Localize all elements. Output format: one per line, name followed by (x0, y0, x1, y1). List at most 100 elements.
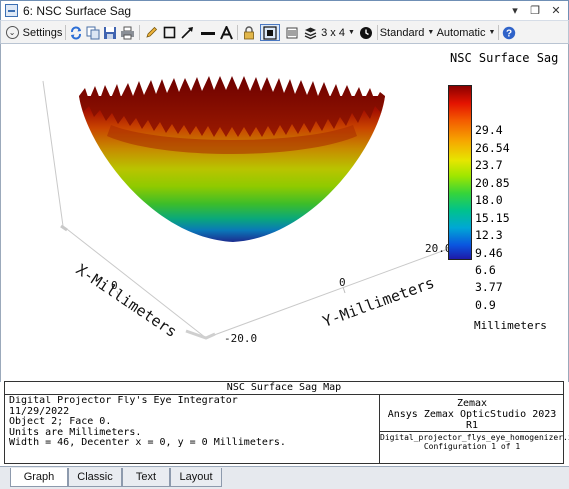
info-product-block: Zemax Ansys Zemax OpticStudio 2023 R1 (380, 396, 564, 432)
refresh-icon (71, 26, 81, 39)
toolbar-separator (377, 25, 378, 40)
sag-surface-body (79, 96, 385, 242)
line-button[interactable] (199, 24, 217, 41)
toolbar-separator (139, 25, 140, 40)
layers-button[interactable] (284, 24, 300, 41)
info-line: Object 2; Face 0. (9, 416, 112, 427)
standard-caret-icon: ▼ (427, 29, 435, 36)
layers-icon (286, 27, 298, 38)
colorbar-tick: 15.15 (475, 211, 510, 225)
colorbar-tick: 0.9 (475, 298, 496, 312)
svg-text:?: ? (506, 28, 512, 39)
info-divider (379, 395, 380, 464)
colorbar-units-label: Millimeters (474, 319, 547, 332)
info-line: Width = 46, Decenter x = 0, y = 0 Millim… (9, 437, 286, 448)
tab-classic[interactable]: Classic (68, 468, 122, 487)
info-company: Zemax (456, 398, 488, 409)
help-icon: ? (502, 26, 516, 39)
close-button[interactable]: ✕ (551, 5, 561, 17)
automatic-dropdown[interactable]: Automatic ▼ (436, 24, 496, 41)
text-icon (220, 25, 233, 39)
fit-button[interactable] (260, 24, 280, 41)
colorbar-tick: 12.3 (475, 228, 503, 242)
window-app-icon (5, 4, 18, 17)
info-divider (380, 431, 564, 432)
tab-text[interactable]: Text (122, 468, 170, 487)
info-file: Digital_projector_flys_eye_homogenizer.z… (380, 433, 569, 442)
x-tick-label: -20.0 (224, 332, 257, 345)
surface-sag-plot: X-Millimeters Y-Millimeters 0 -20.0 0 20… (42, 76, 457, 345)
x-axis-label: X-Millimeters (73, 260, 180, 341)
standard-dropdown[interactable]: Standard ▼ (379, 24, 435, 41)
legend-title: NSC Surface Sag (450, 51, 559, 65)
colorbar-tick: 3.77 (475, 280, 503, 294)
copy-button[interactable] (85, 24, 101, 41)
axis-corner-mark (185, 329, 216, 340)
print-icon (121, 26, 134, 39)
info-panel: NSC Surface Sag Map Digital Projector Fl… (4, 381, 569, 464)
standard-label: Standard (379, 26, 425, 39)
axis-tick-mark (116, 286, 346, 298)
layout-label: 3 x 4 (321, 26, 345, 39)
save-button[interactable] (102, 24, 118, 41)
help-button[interactable]: ? (501, 24, 517, 41)
settings-chevron-icon: ⌄ (5, 26, 19, 39)
info-line: 11/29/2022 (9, 405, 70, 417)
toolbar-separator (237, 25, 238, 40)
window-menu-button[interactable]: ▾ (512, 5, 518, 17)
arrow-icon (181, 26, 193, 39)
colorbar-tick: 6.6 (475, 263, 496, 277)
y-tick-label: 20.0 (425, 242, 452, 255)
axis-corner-mark (60, 224, 68, 232)
clock-button[interactable] (358, 24, 374, 41)
info-description: Digital Projector Fly's Eye Integrator 11… (9, 396, 377, 464)
x-tick-label: 0 (111, 279, 118, 292)
lock-icon (243, 25, 254, 39)
draw-button[interactable] (144, 24, 159, 41)
view-tabs: Graph Classic Text Layout (0, 466, 569, 489)
colorbar-tick: 20.85 (475, 176, 510, 190)
stack-button[interactable] (303, 24, 317, 41)
y-axis-line (205, 245, 457, 339)
lock-button[interactable] (241, 24, 256, 41)
line-icon (201, 31, 215, 35)
tab-graph[interactable]: Graph (10, 468, 68, 487)
toolbar: ⌄ Settings (0, 20, 569, 44)
y-axis-label: Y-Millimeters (320, 274, 436, 331)
refresh-button[interactable] (68, 24, 84, 41)
toolbar-separator (498, 25, 499, 40)
info-title: NSC Surface Sag Map (5, 382, 563, 395)
copy-icon (86, 26, 100, 39)
info-configuration: Configuration 1 of 1 (423, 442, 521, 451)
colorbar-tick: 26.54 (475, 141, 510, 155)
automatic-label: Automatic (436, 26, 486, 39)
toolbar-separator (65, 25, 66, 40)
clock-icon (360, 26, 372, 39)
text-button[interactable] (219, 24, 234, 41)
colorbar (448, 85, 472, 260)
restore-button[interactable]: ❐ (530, 5, 540, 17)
info-line: Units are Millimeters. (9, 426, 142, 438)
colorbar-tick: 18.0 (475, 193, 503, 207)
print-button[interactable] (119, 24, 136, 41)
y-tick-label: 0 (339, 276, 346, 289)
fit-icon (263, 25, 277, 40)
title-bar: 6: NSC Surface Sag ▾ ❐ ✕ (0, 0, 569, 20)
info-file-block: Digital_projector_flys_eye_homogenizer.z… (380, 433, 569, 451)
colorbar-tick: 9.46 (475, 246, 503, 260)
tab-layout[interactable]: Layout (170, 468, 222, 487)
sag-surface-rim (79, 76, 385, 137)
colorbar-tick: 23.7 (475, 158, 503, 172)
rectangle-button[interactable] (162, 24, 177, 41)
arrow-button[interactable] (179, 24, 196, 41)
graph-area: X-Millimeters Y-Millimeters 0 -20.0 0 20… (0, 44, 569, 382)
layout-dropdown[interactable]: 3 x 4 ▼ (320, 24, 356, 41)
rectangle-icon (163, 26, 176, 39)
stack-icon (304, 27, 316, 39)
settings-label: Settings (22, 26, 63, 39)
settings-button[interactable]: ⌄ Settings (5, 24, 63, 41)
colorbar-tick: 29.4 (475, 123, 503, 137)
layout-caret-icon: ▼ (347, 29, 355, 36)
info-product: Ansys Zemax OpticStudio 2023 R1 (387, 409, 557, 431)
save-icon (104, 26, 116, 39)
